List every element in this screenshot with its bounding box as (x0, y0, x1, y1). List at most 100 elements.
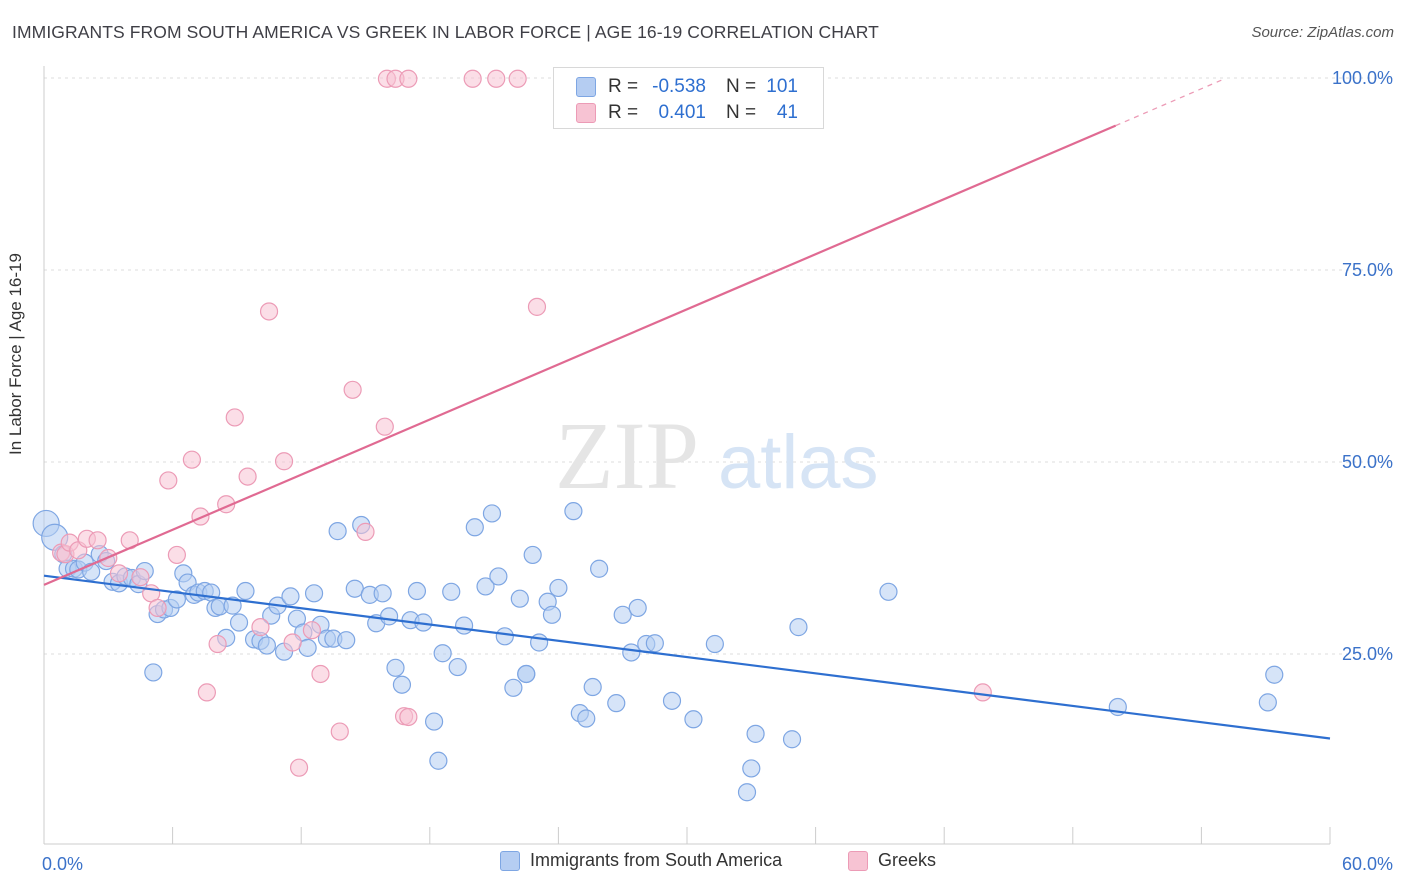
point-greeks (330, 722, 349, 741)
point-south-america (465, 518, 484, 537)
y-tick-label: 50.0% (1342, 452, 1393, 472)
point-greeks (208, 634, 227, 654)
r-value: 0.401 (658, 102, 706, 123)
point-south-america (223, 596, 242, 615)
point-south-america (1265, 665, 1284, 684)
point-greeks (238, 467, 257, 486)
point-south-america (236, 581, 255, 601)
point-south-america (281, 587, 300, 606)
point-south-america (583, 677, 602, 697)
point-south-america (257, 636, 277, 655)
point-greeks (302, 621, 322, 640)
point-greeks (167, 545, 186, 565)
x-tick-label: 60.0% (1342, 854, 1393, 874)
point-greeks (283, 633, 302, 652)
point-south-america (684, 710, 703, 729)
point-south-america (549, 578, 568, 598)
point-south-america (304, 584, 324, 603)
trend-line-south-america (43, 574, 1331, 740)
point-south-america (424, 712, 444, 731)
stats-row-pink: R = 0.401 N = 41 (576, 102, 798, 124)
point-greeks (251, 618, 270, 637)
point-greeks (973, 683, 992, 702)
point-south-america (167, 590, 186, 609)
point-south-america (564, 502, 583, 521)
point-south-america (510, 589, 529, 608)
point-greeks (88, 531, 107, 550)
point-greeks (356, 522, 375, 541)
point-south-america (482, 504, 502, 523)
point-south-america (746, 724, 765, 743)
n-label: N = (726, 76, 757, 97)
x-tick-label: 0.0% (42, 854, 83, 874)
y-axis-title-text: In Labor Force | Age 16-19 (6, 253, 25, 455)
point-greeks (191, 507, 210, 526)
stats-row-blue: R = -0.538 N = 101 (576, 76, 798, 98)
point-south-america (742, 759, 761, 778)
y-tick-label: 100.0% (1332, 68, 1393, 88)
point-south-america (337, 631, 356, 650)
n-value: 101 (766, 76, 798, 97)
point-south-america (476, 577, 495, 596)
watermark-zip: ZIP (555, 402, 699, 509)
point-greeks (289, 758, 309, 777)
r-label: R = (608, 102, 639, 123)
y-axis-title: In Labor Force | Age 16-19 (6, 253, 26, 455)
point-greeks (197, 683, 216, 702)
y-tick-label: 25.0% (1342, 644, 1393, 664)
r-value: -0.538 (652, 76, 706, 97)
tick-labels: 25.0% 50.0% 75.0% 100.0% 0.0% 60.0% (42, 68, 1393, 874)
legend-swatch-blue (500, 850, 520, 871)
trend-line-greeks-extension (1115, 78, 1224, 127)
point-south-america (229, 613, 249, 632)
point-south-america (542, 605, 562, 624)
blue-swatch (576, 77, 596, 97)
legend-label: Immigrants from South America (530, 850, 783, 870)
legend-item-south-america[interactable]: Immigrants from South America (500, 850, 782, 871)
point-south-america (737, 783, 757, 802)
trend-lines (43, 78, 1331, 740)
point-greeks (399, 69, 418, 88)
r-label: R = (608, 76, 639, 97)
point-south-america (782, 730, 802, 749)
legend-label: Greeks (878, 850, 937, 870)
point-south-america (392, 675, 412, 694)
point-greeks (487, 69, 506, 88)
point-greeks (508, 69, 527, 88)
point-south-america (448, 657, 467, 677)
point-south-america (628, 598, 647, 618)
point-greeks (131, 568, 150, 587)
point-greeks (399, 707, 418, 727)
point-greeks (343, 380, 362, 399)
point-south-america (442, 582, 461, 601)
point-south-america (82, 562, 101, 581)
point-south-america (607, 694, 626, 713)
point-south-america (789, 618, 808, 637)
point-south-america (879, 582, 898, 601)
point-greeks (182, 450, 201, 469)
point-south-america (645, 634, 664, 653)
point-south-america (386, 658, 405, 677)
stats-box: R = -0.538 N = 101 R = 0.401 N = 41 (553, 67, 824, 129)
source-note: Source: ZipAtlas.com (1251, 24, 1394, 41)
data-points (32, 69, 1284, 802)
n-value: 41 (776, 102, 798, 123)
point-south-america (1258, 693, 1277, 712)
legend: Immigrants from South America Greeks (0, 850, 1406, 878)
grid-lines (44, 77, 1392, 655)
point-greeks (159, 471, 178, 490)
y-tick-label: 75.0% (1342, 260, 1393, 280)
point-greeks (527, 297, 547, 316)
point-south-america (577, 709, 596, 728)
point-greeks (225, 408, 244, 427)
watermark-atlas: atlas (718, 420, 879, 505)
point-south-america (613, 605, 632, 624)
point-south-america (429, 751, 448, 770)
point-south-america (489, 567, 508, 586)
point-south-america (454, 616, 474, 635)
point-south-america (662, 691, 682, 710)
n-label: N = (726, 102, 757, 123)
point-south-america (433, 644, 452, 663)
legend-item-greeks[interactable]: Greeks (848, 850, 936, 871)
